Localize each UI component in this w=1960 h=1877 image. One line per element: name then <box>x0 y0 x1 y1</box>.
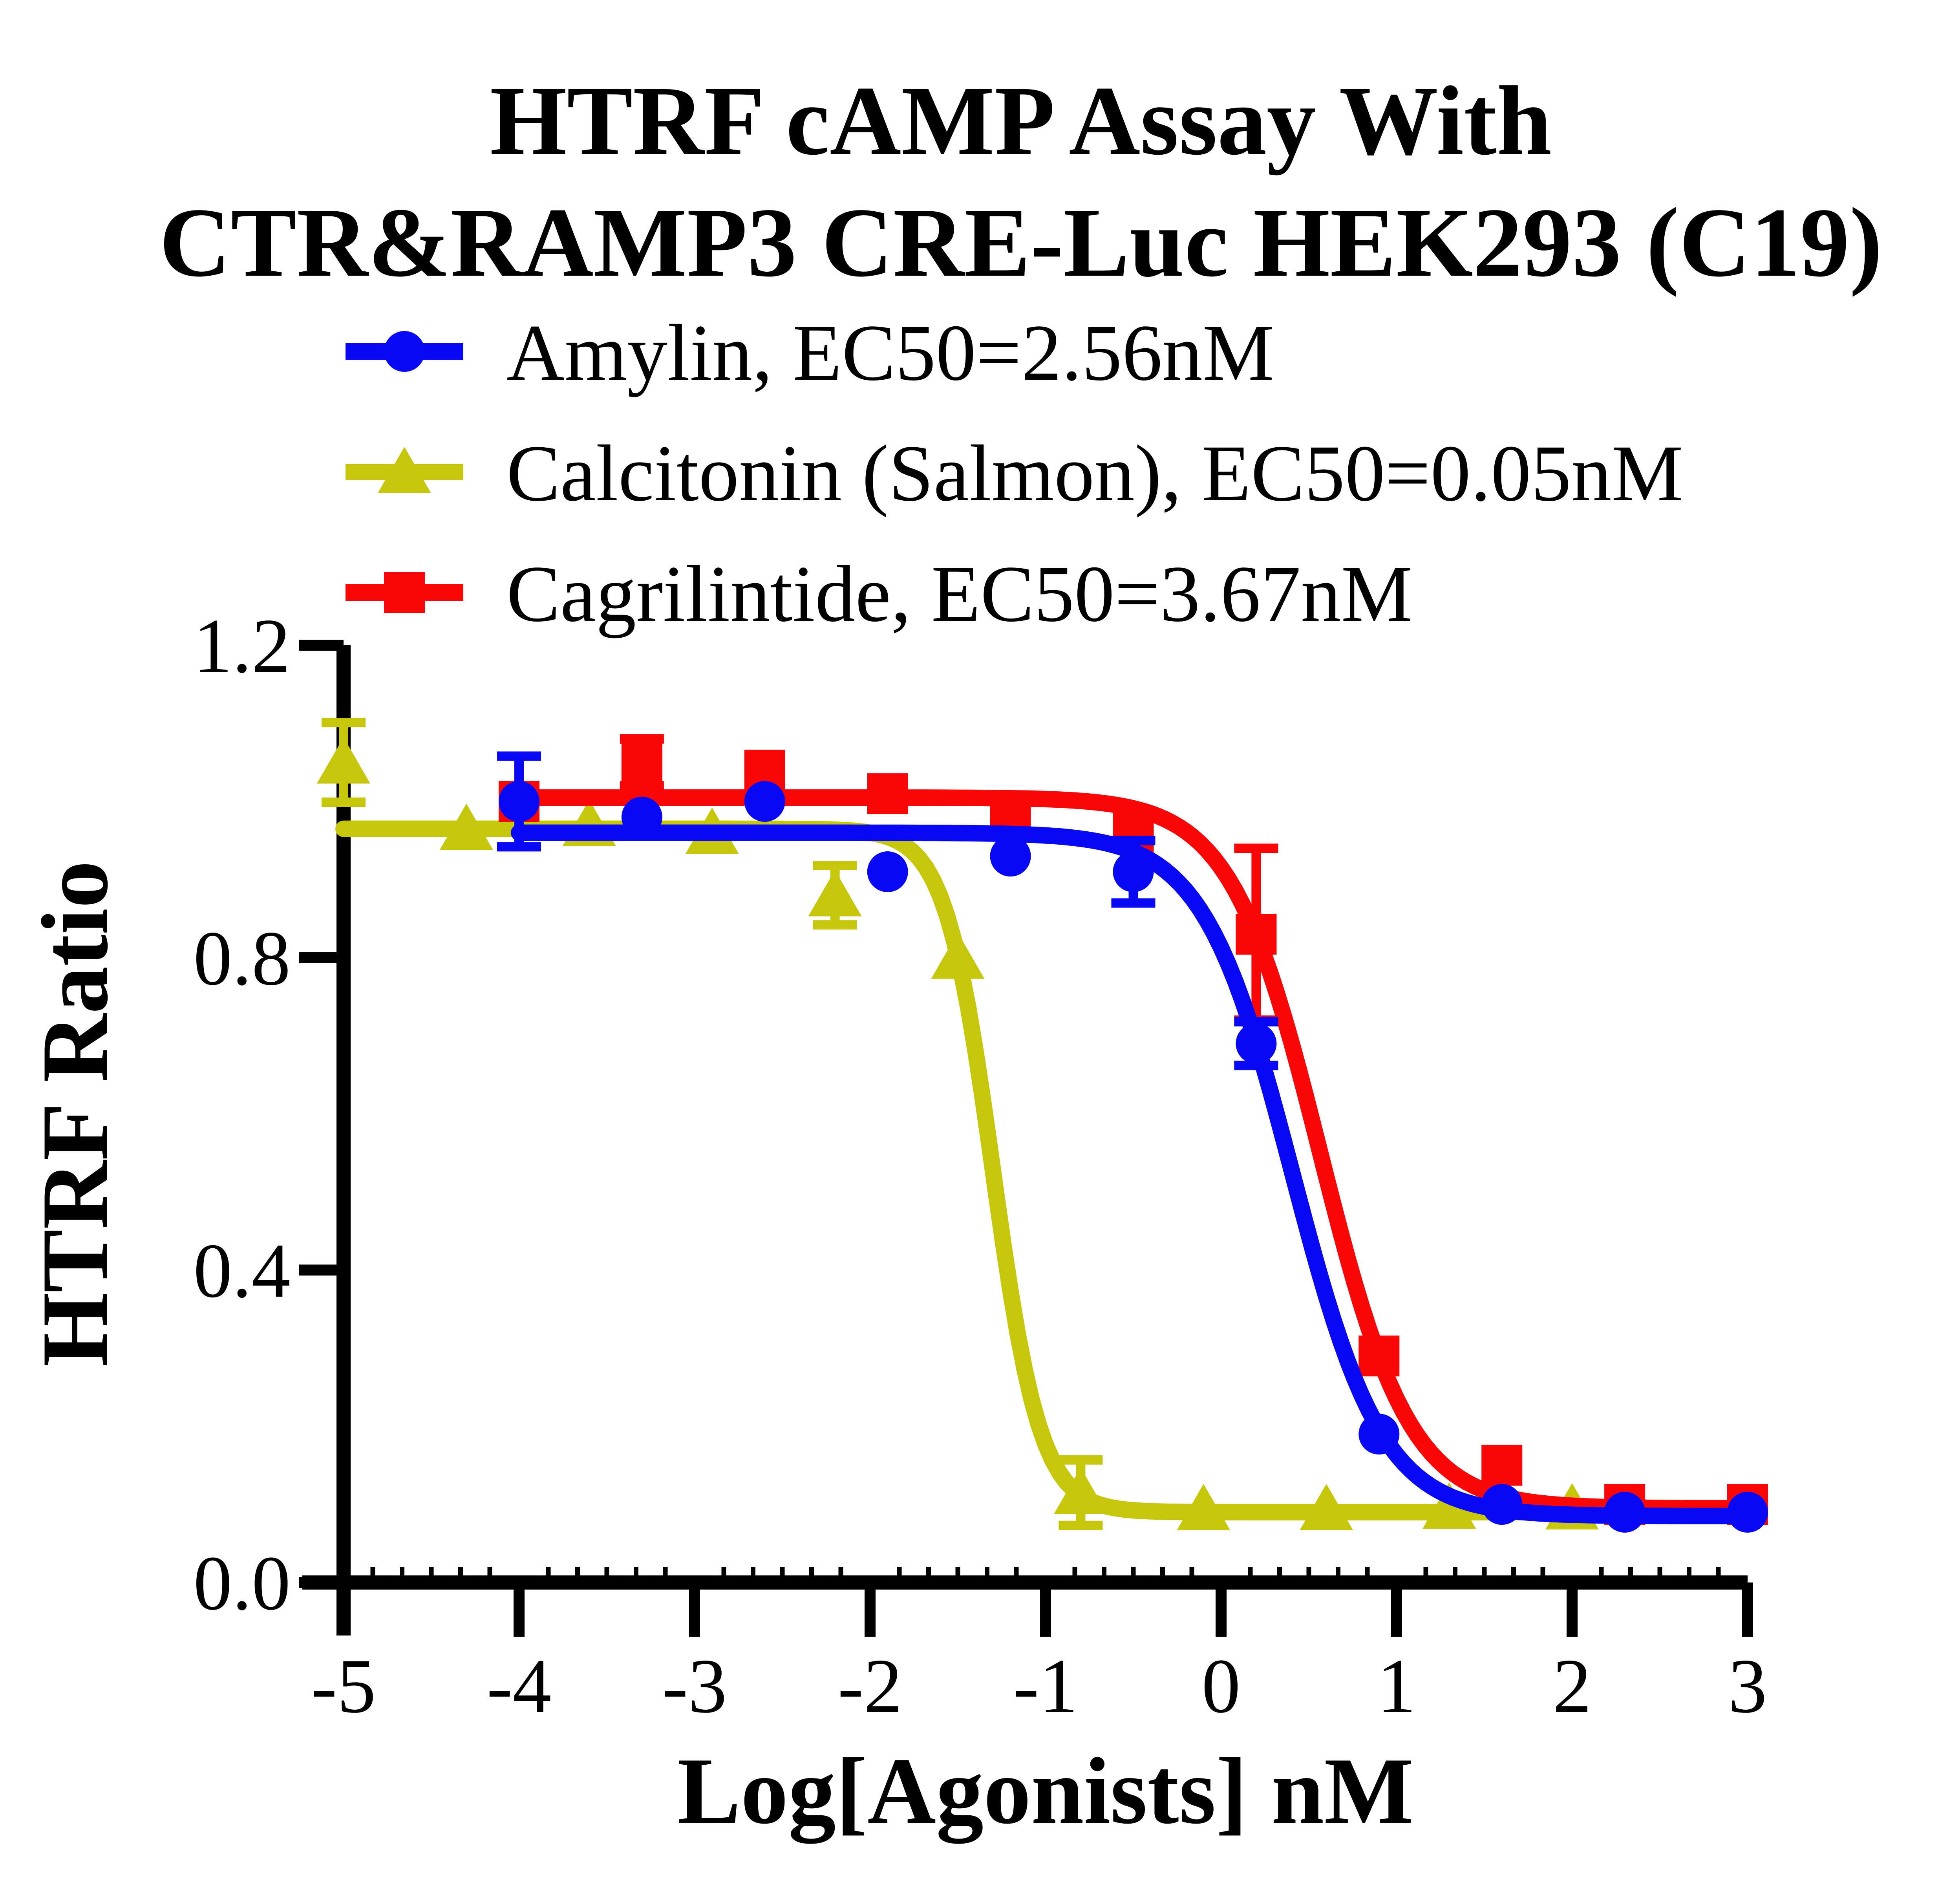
data-point-circle <box>499 781 539 822</box>
data-point-circle <box>384 331 425 372</box>
chart-title-line2: CTR&RAMP3 CRE-Luc HEK293 (C19) <box>159 187 1883 297</box>
legend-marks <box>346 331 463 613</box>
data-point-triangle <box>1054 1467 1108 1514</box>
data-point-circle <box>1358 1414 1400 1455</box>
data-point-square <box>867 773 908 814</box>
data-point-square <box>1236 914 1277 955</box>
legend-label-amylin: Amylin, EC50=2.56nM <box>506 308 1274 397</box>
data-point-circle <box>867 851 908 893</box>
data-point-circle <box>744 781 785 822</box>
data-point-circle <box>1727 1491 1768 1533</box>
fit-curve <box>335 820 1580 1520</box>
fit-curve <box>511 824 1756 1524</box>
data-point-square <box>1481 1445 1523 1486</box>
y-tick-label: 0.0 <box>194 1540 291 1626</box>
x-tick-label: -1 <box>1013 1643 1078 1729</box>
x-tick-label: -2 <box>838 1643 903 1729</box>
data-point-triangle <box>378 447 431 493</box>
data-point-circle <box>990 836 1031 877</box>
data-point-triangle <box>1422 1482 1476 1529</box>
y-axis-title: HTRF Ratio <box>22 861 128 1367</box>
legend-label-cagrilintide: Cagrilintide, EC50=3.67nM <box>506 549 1413 638</box>
data-point-circle <box>1481 1484 1523 1525</box>
x-tick-label: -3 <box>662 1643 727 1729</box>
data-point-square <box>621 742 662 783</box>
x-axis-title: Log[Agonists] nM <box>677 1738 1414 1844</box>
data-point-triangle <box>931 932 985 979</box>
y-tick-label: 0.4 <box>194 1228 291 1314</box>
chart-title-line1: HTRF cAMP Assay With <box>490 66 1552 176</box>
x-tick-label: 0 <box>1202 1643 1241 1729</box>
x-tick-label: -4 <box>487 1643 552 1729</box>
y-tick-label: 0.8 <box>194 915 291 1001</box>
data-point-triangle <box>439 803 493 850</box>
data-point-circle <box>621 796 662 838</box>
plot-area <box>317 718 1768 1533</box>
data-point-square <box>1358 1335 1400 1377</box>
data-point-triangle <box>317 737 370 784</box>
fit-curve <box>511 789 1756 1517</box>
data-point-triangle <box>1177 1484 1230 1531</box>
x-tick-label: 2 <box>1553 1643 1592 1729</box>
data-point-circle <box>1236 1023 1277 1064</box>
data-point-triangle <box>808 870 862 917</box>
legend-label-calcitonin: Calcitonin (Salmon), EC50=0.05nM <box>506 429 1683 518</box>
data-point-square <box>384 572 425 613</box>
y-tick-label: 1.2 <box>194 603 291 689</box>
x-tick-label: 3 <box>1728 1643 1767 1729</box>
data-point-circle <box>1113 851 1154 893</box>
x-tick-label: -5 <box>311 1643 376 1729</box>
data-point-triangle <box>1300 1484 1353 1531</box>
x-tick-label: 1 <box>1377 1643 1416 1729</box>
axes: 0.0 0.4 0.8 1.2 -5 -4 -3 -2 -1 0 1 2 3 <box>194 603 1767 1729</box>
series-amylin <box>497 751 1768 1533</box>
data-point-circle <box>1604 1491 1646 1533</box>
